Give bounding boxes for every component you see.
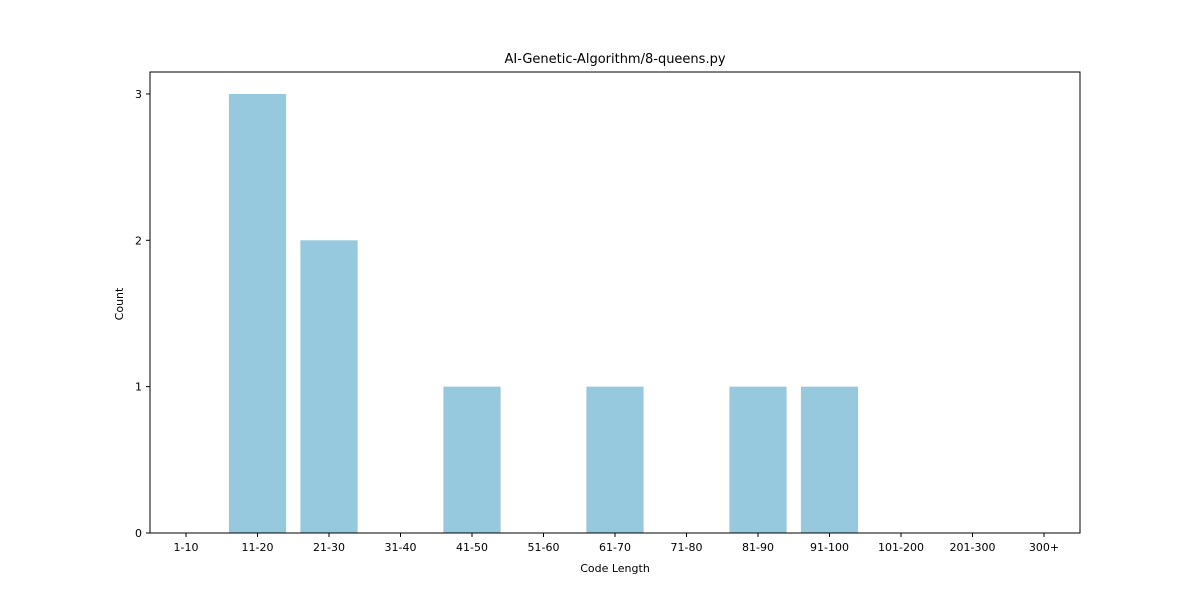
x-tick-label: 71-80	[671, 541, 703, 554]
x-tick-label: 21-30	[313, 541, 345, 554]
bar-11-20	[228, 93, 287, 533]
bar-21-30	[300, 240, 358, 534]
x-axis-label: Code Length	[580, 562, 650, 575]
bar-61-70	[586, 386, 644, 533]
bar-91-100	[800, 386, 859, 533]
x-tick-label: 31-40	[385, 541, 417, 554]
x-tick-label: 51-60	[528, 541, 560, 554]
x-tick-label: 1-10	[174, 541, 199, 554]
y-axis-label: Count	[113, 287, 126, 320]
x-tick-label: 11-20	[242, 541, 274, 554]
y-axis-ticks: 0 1 2 3	[135, 88, 150, 540]
x-tick-label: 201-300	[950, 541, 996, 554]
x-tick-label: 81-90	[742, 541, 774, 554]
chart-title: AI-Genetic-Algorithm/8-queens.py	[504, 52, 725, 67]
y-tick-label: 1	[135, 381, 142, 394]
x-tick-label: 41-50	[456, 541, 488, 554]
bars-group	[228, 93, 859, 534]
bar-41-50	[443, 386, 501, 533]
bar-81-90	[729, 386, 787, 533]
x-tick-label: 61-70	[599, 541, 631, 554]
x-tick-label: 300+	[1029, 541, 1059, 554]
x-tick-label: 91-100	[810, 541, 849, 554]
x-axis-ticks: 1-10 11-20 21-30 31-40 41-50 51-60 61-70 71-80 8…	[174, 533, 1059, 554]
y-tick-label: 3	[135, 88, 142, 101]
x-tick-label: 101-200	[878, 541, 924, 554]
y-tick-label: 2	[135, 234, 142, 247]
y-tick-label: 0	[135, 527, 142, 540]
